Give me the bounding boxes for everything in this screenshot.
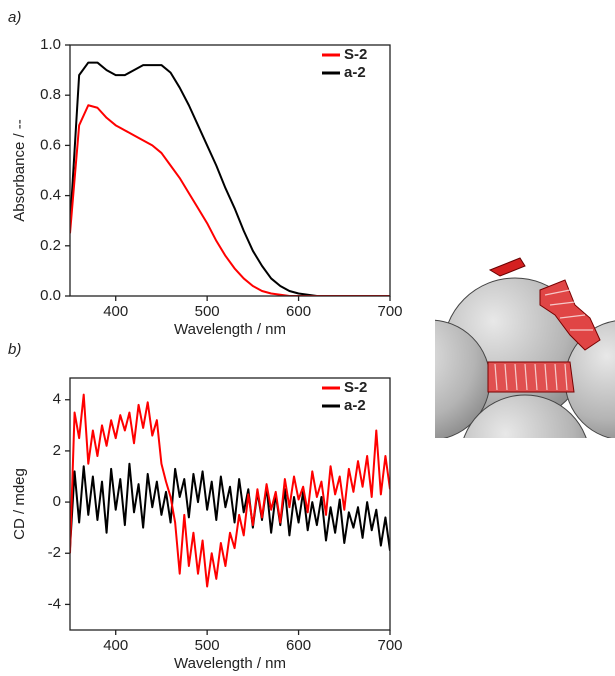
x-tick-label: 400 [103,303,128,320]
x-tick-label: 500 [195,303,220,320]
x-tick-label: 600 [286,303,311,320]
y-tick-label: 0.8 [40,86,61,103]
x-tick-label: 500 [195,637,220,654]
y-tick-label: 0.6 [40,136,61,153]
y-tick-label: 0.2 [40,237,61,254]
plot-area [70,393,390,588]
data-line [70,61,390,296]
x-tick-label: 600 [286,637,311,654]
data-line [70,462,390,551]
y-tick-label: 1.0 [40,36,61,53]
x-tick-label: 700 [377,303,402,320]
axis-frame [69,377,391,631]
plot-area [70,61,390,296]
y-axis-label: Absorbance / -- [11,119,28,222]
y-tick-label: 0.0 [40,287,61,304]
y-tick-label: 0.4 [40,187,61,204]
axis-frame [69,44,391,297]
panel-label: a) [8,9,21,26]
y-axis-label: CD / mdeg [11,468,28,540]
panel-label: b) [8,341,21,358]
y-tick-label: 2 [53,442,61,459]
illustration [435,257,615,438]
data-line [70,393,390,588]
y-tick-label: 4 [53,391,61,408]
y-tick-label: -2 [48,544,61,561]
data-line [70,104,390,296]
chart-panel: b) 400 500 600 700 -4 -2 0 2 4 Wavelength / nm CD /… [8,341,403,672]
legend-label: a-2 [344,64,366,81]
y-tick-label: 0 [53,493,61,510]
legend-label: S-2 [344,46,367,63]
x-axis-label: Wavelength / nm [174,655,286,671]
x-tick-label: 700 [377,637,402,654]
x-axis-label: Wavelength / nm [174,321,286,338]
legend-label: S-2 [344,379,367,396]
chart-panel: a) 400 500 600 700 0.0 0.2 0.4 0.6 0.8 1.0 Waveleng… [8,9,403,338]
x-tick-label: 400 [103,637,128,654]
legend-label: a-2 [344,397,366,414]
y-tick-label: -4 [48,595,61,612]
